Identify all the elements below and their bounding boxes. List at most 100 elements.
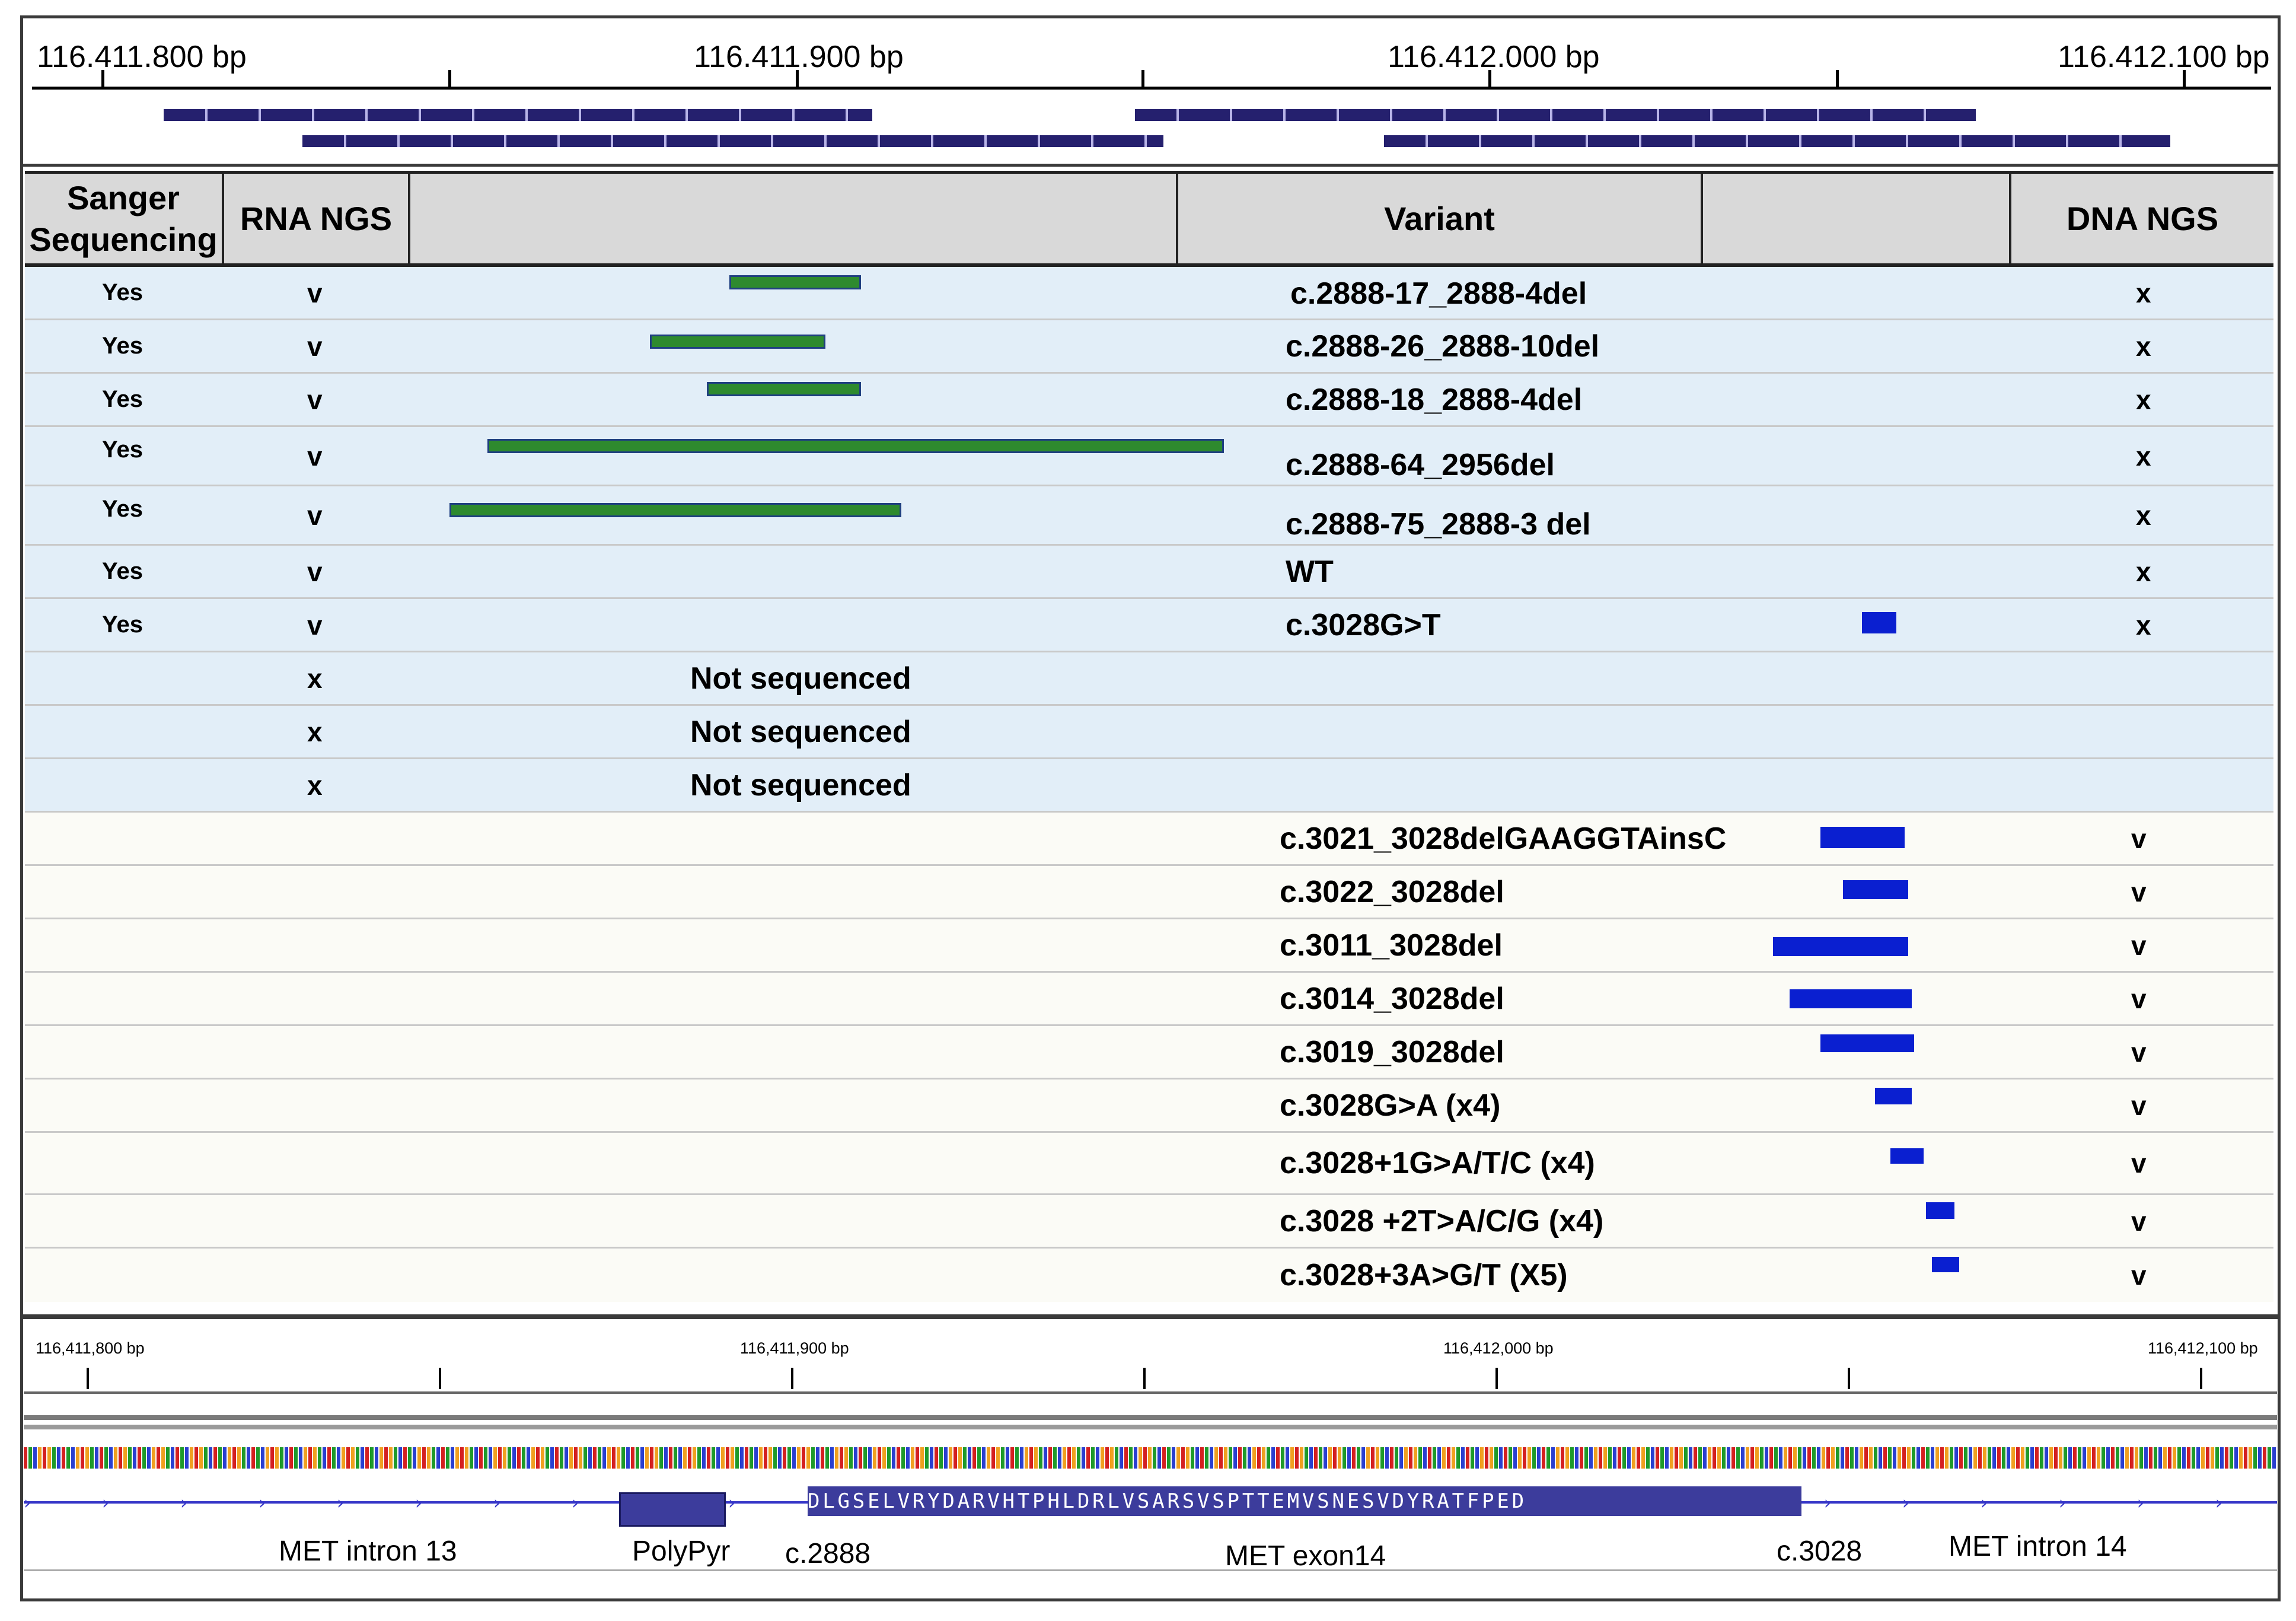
variant-label: c.3028G>T — [1286, 607, 1441, 642]
rna-ngs-cell: v — [307, 277, 323, 308]
table-row: x Not sequenced — [25, 759, 2273, 813]
table-row: Yes v c.2888-64_2956del x — [25, 427, 2273, 486]
exon14-block: DLGSELVRYDARVHTPHLDRLVSARSVSPTTEMVSNESVD… — [808, 1486, 1801, 1516]
header-blank-1 — [410, 174, 1178, 263]
dna-ngs-cell: v — [2131, 876, 2147, 907]
rna-deletion-bar — [449, 503, 901, 517]
table-row: c.3028+1G>A/T/C (x4) v — [25, 1133, 2273, 1195]
polypyr-label: PolyPyr — [632, 1536, 731, 1567]
dna-ngs-cell: v — [2131, 1036, 2147, 1068]
rna-ngs-cell: v — [307, 330, 323, 362]
top-ruler-tick — [796, 70, 799, 89]
table-row: c.3014_3028del v — [25, 973, 2273, 1026]
header-variant: Variant — [1178, 174, 1703, 263]
table-row: Yes v c.2888-17_2888-4del x — [25, 267, 2273, 320]
header-sanger-sequencing: Sanger Sequencing — [25, 174, 224, 263]
variant-label: c.2888-18_2888-4del — [1286, 382, 1583, 417]
header-blank-2 — [1703, 174, 2011, 263]
top-ruler-tick — [448, 70, 451, 89]
variant-label: c.3028 +2T>A/C/G (x4) — [1280, 1203, 1604, 1238]
rna-ngs-cell: v — [307, 440, 323, 472]
dna-ngs-cell: x — [2136, 384, 2151, 415]
dna-deletion-bar — [1820, 1034, 1914, 1052]
top-ruler-tick — [1836, 70, 1839, 89]
rna-ngs-cell: v — [307, 499, 323, 531]
bottom-ruler-tick — [2200, 1368, 2202, 1389]
c3028-label: c.3028 — [1777, 1536, 1863, 1567]
bottom-ruler-label: 116,411,800 bp — [36, 1339, 145, 1357]
dna-deletion-bar — [1926, 1202, 1954, 1219]
rna-deletion-bar — [707, 382, 861, 396]
bottom-ruler-label: 116,412,000 bp — [1443, 1339, 1554, 1357]
variant-label: WT — [1286, 554, 1334, 589]
sequencing-read — [1135, 109, 1976, 121]
rna-deletion-bar — [650, 335, 825, 349]
variant-label: c.3011_3028del — [1280, 928, 1503, 963]
variant-label: c.3021_3028delGAAGGTAinsC — [1280, 821, 1727, 856]
dna-ngs-cell: v — [2131, 823, 2147, 854]
table-row: c.3022_3028del v — [25, 866, 2273, 919]
table-row: Yes v c.3028G>T x — [25, 599, 2273, 652]
bottom-ruler-label: 116,412,100 bp — [2148, 1339, 2258, 1357]
rna-ngs-cell: v — [307, 556, 323, 587]
not-sequenced-label: Not sequenced — [690, 661, 911, 696]
table-row: c.3011_3028del v — [25, 919, 2273, 973]
sequencing-read — [302, 135, 1163, 147]
nucleotide-sequence-track — [24, 1447, 2277, 1469]
sequencing-read — [164, 109, 872, 121]
variant-label: c.3028G>A (x4) — [1280, 1088, 1501, 1123]
sanger-cell: Yes — [102, 386, 143, 412]
sanger-cell: Yes — [102, 496, 143, 522]
top-ruler-tick — [1488, 70, 1491, 89]
dna-ngs-cell: v — [2131, 1260, 2147, 1291]
not-sequenced-label: Not sequenced — [690, 767, 911, 802]
not-sequenced-label: Not sequenced — [690, 714, 911, 749]
bottom-ruler-tick — [87, 1368, 89, 1389]
track-separator — [24, 1569, 2277, 1571]
rna-deletion-bar — [487, 439, 1224, 453]
track-separator — [24, 1415, 2277, 1420]
rna-ngs-cell: x — [307, 663, 323, 694]
table-row: x Not sequenced — [25, 706, 2273, 759]
top-ruler-label: 116.411.900 bp — [694, 40, 904, 74]
track-separator — [24, 1425, 2277, 1429]
variant-label: c.2888-17_2888-4del — [1290, 276, 1587, 311]
table-row: c.3028 +2T>A/C/G (x4) v — [25, 1195, 2273, 1249]
dna-ngs-cell: v — [2131, 1090, 2147, 1121]
table-row: c.3028+3A>G/T (X5) v — [25, 1249, 2273, 1302]
table-row: Yes v c.2888-18_2888-4del x — [25, 374, 2273, 427]
top-ruler-tick — [2183, 70, 2186, 89]
table-row: Yes v c.2888-75_2888-3 del x — [25, 486, 2273, 546]
dna-ngs-cell: x — [2136, 609, 2151, 641]
dna-deletion-bar — [1773, 937, 1908, 956]
dna-ngs-cell: x — [2136, 330, 2151, 362]
dna-ngs-cell: x — [2136, 277, 2151, 308]
rna-ngs-cell: v — [307, 609, 323, 641]
rna-deletion-bar — [729, 275, 861, 289]
bottom-ruler-tick — [1848, 1368, 1850, 1389]
variant-label: c.2888-75_2888-3 del — [1286, 507, 1591, 542]
variant-label: c.3014_3028del — [1280, 981, 1504, 1016]
dna-ngs-cell: x — [2136, 499, 2151, 531]
dna-deletion-bar — [1890, 1148, 1924, 1164]
variant-label: c.3019_3028del — [1280, 1034, 1504, 1069]
dna-deletion-bar — [1932, 1257, 1959, 1272]
rna-ngs-cell: x — [307, 716, 323, 747]
table-row: c.3021_3028delGAAGGTAinsC v — [25, 813, 2273, 866]
table-row: Yes v c.2888-26_2888-10del x — [25, 320, 2273, 374]
top-ruler-axis-line — [32, 87, 2271, 90]
dna-deletion-bar — [1820, 827, 1905, 848]
track-separator — [24, 1391, 2277, 1394]
table-row: c.3019_3028del v — [25, 1026, 2273, 1079]
sanger-cell: Yes — [102, 333, 143, 359]
dna-deletion-bar — [1875, 1088, 1912, 1104]
top-ruler-tick — [101, 70, 104, 89]
bottom-ruler-tick — [1495, 1368, 1498, 1389]
dna-ngs-cell: v — [2131, 929, 2147, 961]
bottom-ruler-label: 116,411,900 bp — [740, 1339, 849, 1357]
dna-deletion-bar — [1862, 612, 1896, 633]
top-ruler-label: 116.411.800 bp — [37, 40, 247, 74]
header-dna-ngs: DNA NGS — [2011, 174, 2273, 263]
dna-ngs-cell: x — [2136, 556, 2151, 587]
top-ruler-tick — [1141, 70, 1144, 89]
